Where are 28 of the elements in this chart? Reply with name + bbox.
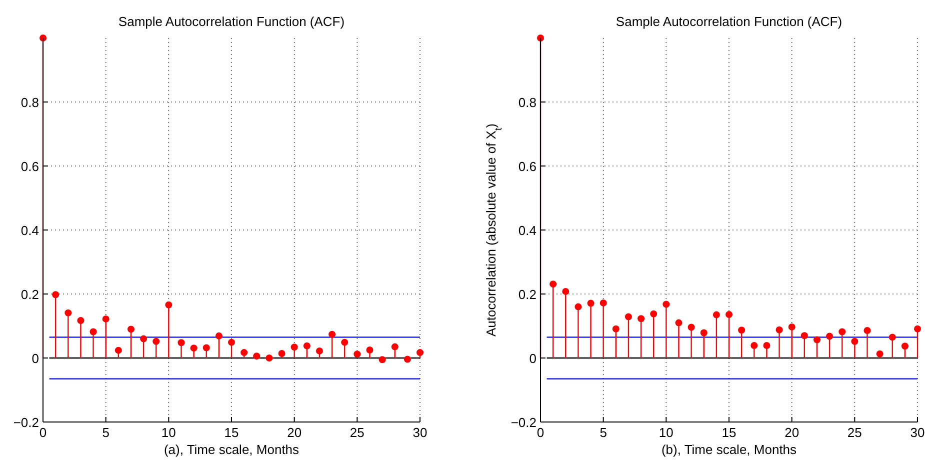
x-axis-title: (b), Time scale, Months [661,442,798,457]
y-tick-label: 0.8 [20,95,39,110]
x-tick-label: 30 [910,425,925,440]
x-tick-label: 20 [784,425,800,440]
y-tick-label: 0.8 [518,95,536,110]
y-tick-label: −0.2 [510,415,536,430]
y-tick-label: 0.4 [518,223,536,238]
y-tick-label: 0.2 [518,287,536,302]
x-tick-label: 10 [161,425,176,440]
chart-title: Sample Autocorrelation Function (ACF) [616,14,842,29]
x-tick-label: 25 [847,425,862,440]
x-tick-label: 5 [102,425,110,440]
y-tick-label: −0.2 [13,415,39,430]
y-tick-label: 0.6 [518,159,536,174]
chart-title: Sample Autocorrelation Function (ACF) [118,14,345,29]
x-tick-label: 15 [722,425,736,440]
x-tick-label: 15 [224,425,239,440]
x-tick-label: 10 [658,425,674,440]
y-tick-label: 0 [32,351,39,366]
x-tick-label: 5 [600,425,607,440]
y-tick-label: 0.4 [20,223,39,238]
x-tick-label: 30 [412,425,428,440]
x-axis-title: (a), Time scale, Months [164,442,300,457]
y-tick-label: 0.6 [20,159,39,174]
x-tick-label: 25 [350,425,364,440]
y-tick-label: 0 [529,351,536,366]
y-tick-label: 0.2 [20,287,39,302]
x-tick-label: 20 [287,425,302,440]
